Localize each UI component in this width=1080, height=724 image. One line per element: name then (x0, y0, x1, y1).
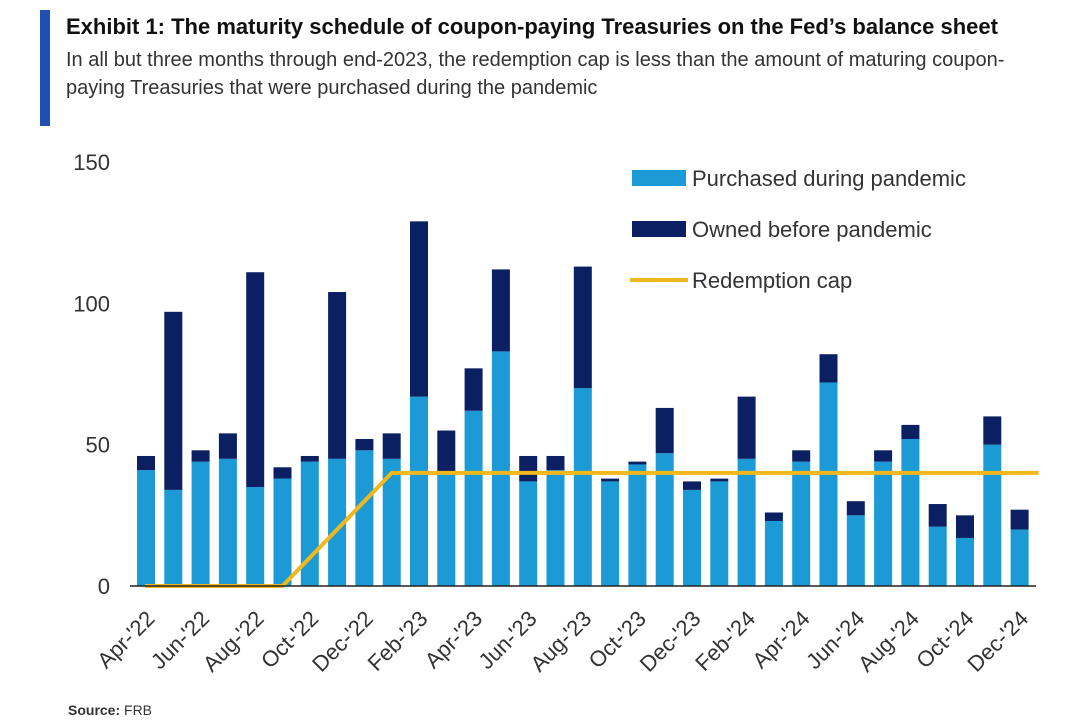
bar-owned (928, 504, 947, 527)
bar-owned (628, 461, 647, 465)
bar-purchased (573, 388, 592, 586)
bar-owned (437, 430, 456, 473)
bar-owned (764, 512, 783, 521)
bar-owned (164, 311, 183, 490)
bar-purchased (874, 461, 893, 586)
bar-purchased (191, 461, 210, 586)
bar-purchased (846, 515, 865, 586)
bar-owned (410, 221, 428, 397)
bar-owned (273, 467, 292, 479)
bar-owned (819, 354, 838, 383)
legend-swatch (632, 170, 686, 186)
bar-purchased (1010, 529, 1029, 586)
x-tick-label: Aug-'24 (853, 606, 924, 677)
cap-line-group (145, 470, 1039, 588)
bar-owned (983, 416, 1002, 445)
bar-purchased (300, 461, 319, 586)
bar-owned (874, 450, 893, 462)
bar-purchased (246, 487, 265, 586)
x-tick-label: Feb-'23 (363, 606, 433, 676)
bar-purchased (956, 537, 974, 586)
x-tick-label: Apr-'22 (92, 606, 159, 673)
bar-owned (218, 433, 237, 459)
title-accent-bar (40, 10, 50, 126)
bar-owned (355, 439, 374, 451)
x-tick-label: Apr-'24 (747, 606, 814, 673)
bar-purchased (655, 453, 674, 586)
bar-owned (328, 292, 347, 459)
bar-purchased (491, 351, 510, 586)
x-axis-ticks: Apr-'22Jun-'22Aug-'22Oct-'22Dec-'22Feb-'… (92, 606, 1033, 677)
bar-purchased (355, 450, 374, 586)
x-tick-label: Feb-'24 (690, 606, 760, 676)
bar-owned (901, 424, 920, 440)
bar-purchased (792, 461, 811, 586)
bar-purchased (328, 458, 347, 586)
y-tick-label: 100 (73, 291, 110, 316)
bar-purchased (983, 444, 1002, 586)
bar-owned (1010, 509, 1029, 530)
bar-owned (655, 407, 674, 454)
bar-purchased (437, 472, 456, 586)
legend: Purchased during pandemic Owned before pa… (630, 166, 966, 293)
x-tick-label: Dec-'23 (635, 606, 706, 677)
x-tick-label: Aug-'22 (198, 606, 269, 677)
bar-owned (464, 368, 483, 411)
bar-purchased (628, 464, 647, 586)
bar-owned (956, 515, 974, 538)
bars-group (137, 221, 1029, 586)
bar-owned (300, 455, 319, 462)
bar-purchased (819, 382, 838, 586)
y-tick-label: 150 (73, 150, 110, 175)
bar-owned (846, 501, 865, 516)
source-note: Source: FRB (68, 702, 152, 718)
bar-owned (573, 266, 592, 389)
bar-owned (601, 478, 620, 482)
bar-purchased (410, 396, 428, 586)
x-tick-label: Apr-'23 (420, 606, 487, 673)
legend-swatch (632, 221, 686, 237)
chart-subtitle: In all but three months through end-2023… (66, 49, 1005, 99)
bar-purchased (901, 439, 920, 586)
bar-owned (491, 269, 510, 352)
bar-purchased (382, 458, 401, 586)
y-axis: 0 50 100 150 (73, 150, 110, 599)
source-value: FRB (124, 702, 153, 718)
legend-label: Redemption cap (692, 268, 852, 293)
bar-owned (710, 478, 729, 482)
bar-owned (737, 396, 756, 459)
y-tick-label: 0 (98, 574, 110, 599)
bar-purchased (683, 489, 701, 586)
bar-owned (519, 455, 538, 482)
bar-owned (683, 481, 701, 490)
bar-purchased (519, 481, 538, 586)
bar-purchased (737, 458, 756, 586)
bar-owned (246, 272, 265, 488)
bar-purchased (928, 526, 947, 586)
bar-owned (546, 455, 565, 471)
legend-label: Purchased during pandemic (692, 166, 966, 191)
redemption-cap-line (145, 470, 1039, 588)
chart-title: Exhibit 1: The maturity schedule of coup… (66, 14, 998, 39)
bar-purchased (464, 410, 483, 586)
bar-purchased (546, 470, 565, 586)
bar-purchased (273, 478, 292, 586)
bar-purchased (710, 481, 729, 586)
y-tick-label: 50 (86, 433, 110, 458)
legend-label: Owned before pandemic (692, 217, 932, 242)
bar-owned (137, 455, 155, 471)
x-tick-label: Aug-'23 (526, 606, 597, 677)
bar-owned (792, 450, 811, 462)
source-label: Source: (68, 702, 121, 718)
bar-purchased (164, 489, 183, 586)
x-tick-label: Dec-'22 (307, 606, 378, 677)
bar-purchased (764, 520, 783, 586)
bar-owned (382, 433, 401, 459)
bar-owned (191, 450, 210, 462)
x-tick-label: Dec-'24 (962, 606, 1033, 677)
bar-purchased (601, 481, 620, 586)
bar-purchased (218, 458, 237, 586)
bar-purchased (137, 470, 155, 586)
